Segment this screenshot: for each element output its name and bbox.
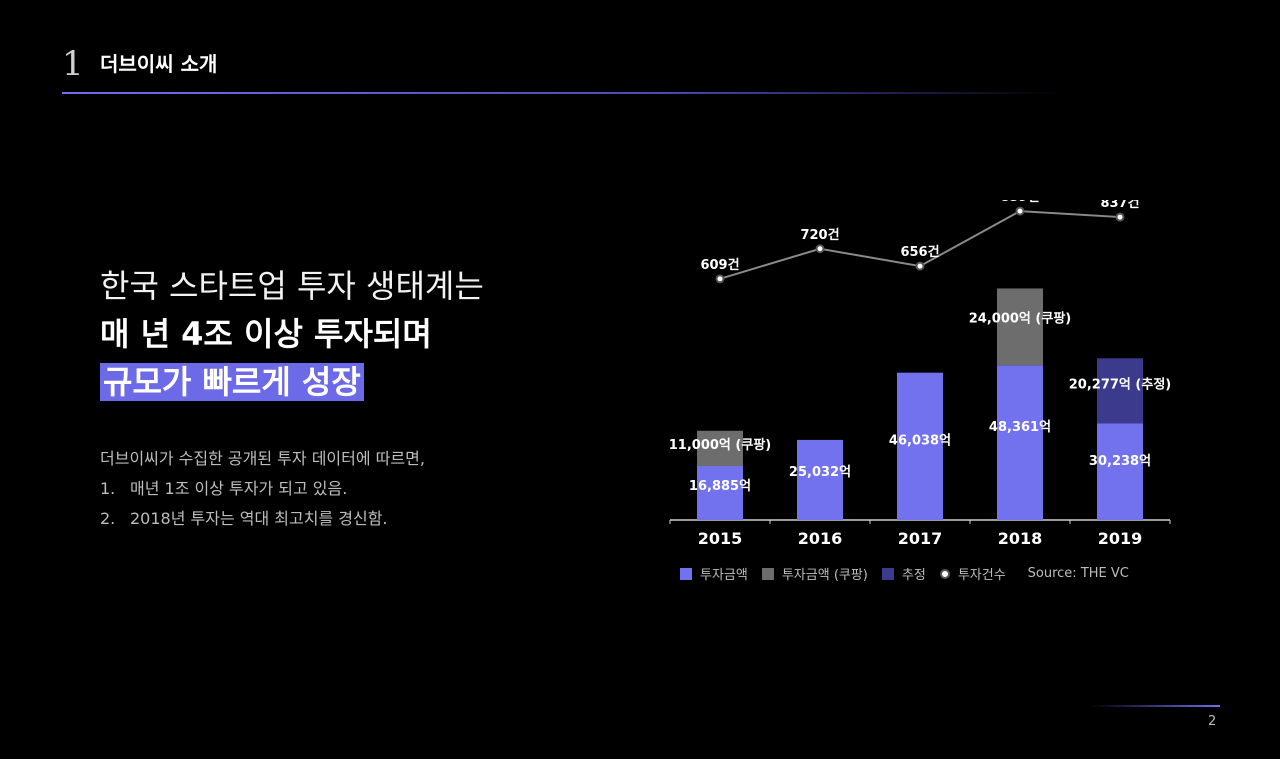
bar-2015-1: [697, 430, 743, 466]
bar-2017-0: [897, 372, 943, 520]
legend-item-coupang: 투자금액 (쿠팡): [761, 564, 868, 583]
deal-count-label-2017: 656건: [900, 244, 939, 260]
deal-count-point-2019: [1115, 212, 1125, 222]
deal-count-label-2018: 859건: [1000, 200, 1039, 205]
investment-chart: 16,885억 11,000억 (쿠팡) 2015 25,032억 2016 46,038…: [660, 200, 1190, 600]
footer-divider: [1090, 705, 1220, 707]
page-number: 2: [1208, 714, 1217, 729]
x-tick-label-2017: 2017: [898, 529, 943, 548]
headline: 한국 스타트업 투자 생태계는 매 년 4조 이상 투자되며 규모가 빠르게 성…: [100, 262, 484, 406]
body-text: 더브이씨가 수집한 공개된 투자 데이터에 따르면, 1. 매년 1조 이상 투…: [100, 444, 425, 534]
legend-label: 투자금액: [700, 568, 748, 583]
legend-item-investment: 투자금액: [680, 564, 748, 583]
data-label-2018: 48,361억: [989, 420, 1051, 435]
bar-2015-0: [697, 465, 743, 520]
x-tick-label-2015: 2015: [698, 529, 743, 548]
data-label-coupang-2018: 24,000억 (쿠팡): [969, 310, 1071, 326]
legend-item-deal-count: 투자건수: [939, 564, 1006, 583]
bar-2018-1: [997, 288, 1043, 366]
data-label-estimate-2019: 20,277억 (추정): [1069, 376, 1171, 392]
headline-line-2: 매 년 4조 이상 투자되며: [100, 315, 432, 353]
legend-swatch: [680, 567, 692, 580]
deal-count-label-2015: 609건: [700, 257, 739, 273]
deal-count-label-2019: 837건: [1100, 200, 1139, 211]
deal-count-point-2018: [1015, 206, 1025, 216]
legend-swatch: [881, 567, 894, 580]
list-item: 1. 매년 1조 이상 투자가 되고 있음.: [100, 474, 425, 504]
data-label-2015: 16,885억: [689, 479, 751, 494]
list-text: 매년 1조 이상 투자가 되고 있음.: [130, 479, 348, 498]
legend-label: 투자금액 (쿠팡): [781, 568, 868, 583]
list-text: 2018년 투자는 역대 최고치를 경신함.: [130, 509, 388, 528]
chart-legend: 투자금액 투자금액 (쿠팡) 추정 투자건수 Source: THE VC: [680, 564, 1129, 583]
x-tick-label-2018: 2018: [998, 529, 1043, 548]
deal-count-point-2015: [715, 274, 725, 284]
chart-source: Source: THE VC: [1027, 566, 1129, 581]
list-number: 1.: [100, 479, 116, 498]
data-label-2016: 25,032억: [789, 465, 851, 480]
section-header: 1 더브이씨 소개: [62, 40, 1062, 94]
x-tick-label-2019: 2019: [1098, 529, 1143, 548]
deal-count-point-2016: [815, 244, 825, 254]
bar-2018-0: [997, 365, 1043, 520]
legend-label: 추정: [901, 568, 926, 583]
header-divider: [62, 92, 1062, 94]
x-tick-label-2016: 2016: [798, 529, 843, 548]
legend-item-estimate: 추정: [881, 564, 926, 583]
data-label-coupang-2015: 11,000억 (쿠팡): [669, 437, 771, 453]
bar-2019-0: [1097, 423, 1143, 520]
list-number: 2.: [100, 509, 116, 528]
data-label-2019: 30,238억: [1089, 454, 1151, 469]
section-number: 1: [62, 44, 84, 84]
legend-dot: [939, 568, 950, 579]
deal-count-label-2016: 720건: [800, 227, 839, 243]
chart-svg: 16,885억 11,000억 (쿠팡) 2015 25,032억 2016 46,038…: [669, 200, 1171, 548]
legend-label: 투자건수: [957, 568, 1006, 583]
body-intro: 더브이씨가 수집한 공개된 투자 데이터에 따르면,: [100, 449, 425, 468]
legend-swatch: [761, 567, 774, 580]
data-label-2017: 46,038억: [889, 433, 951, 448]
section-title: 더브이씨 소개: [100, 52, 218, 76]
bar-2019-2: [1097, 358, 1143, 424]
headline-highlight: 규모가 빠르게 성장: [100, 363, 364, 401]
bar-2016-0: [797, 439, 843, 520]
headline-line-1: 한국 스타트업 투자 생태계는: [100, 267, 484, 305]
list-item: 2. 2018년 투자는 역대 최고치를 경신함.: [100, 504, 425, 534]
deal-count-point-2017: [915, 261, 925, 271]
